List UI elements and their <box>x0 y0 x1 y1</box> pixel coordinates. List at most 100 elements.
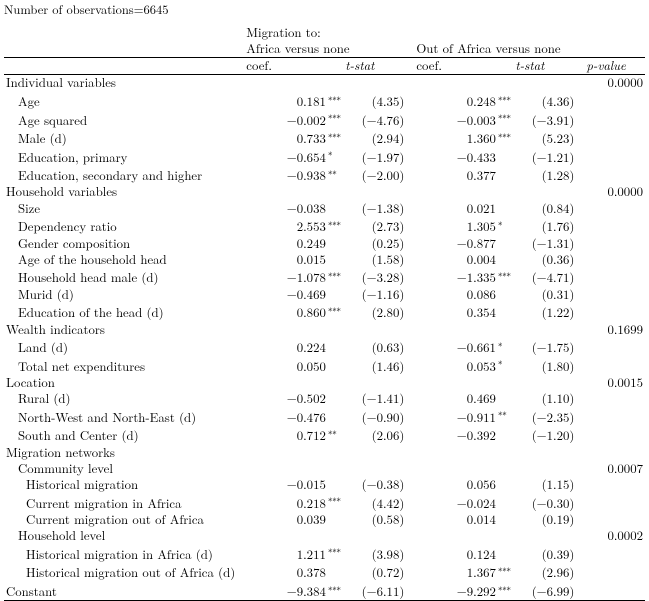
coef-africa: 0.378 <box>244 562 328 581</box>
row-label: Total net expenditures <box>4 356 244 375</box>
table-row: Dependency ratio2.553∗∗∗(2.73)1.305∗(1.7… <box>4 216 645 235</box>
section-label: Household level <box>4 528 244 544</box>
row-label: Age of the household head <box>4 251 244 267</box>
coef-out: 1.305 <box>414 216 498 235</box>
stars-out: ∗ <box>498 216 513 235</box>
tstat-africa: (0.58) <box>343 511 414 527</box>
stars-africa: ∗∗∗ <box>328 216 343 235</box>
section-header: Migration networks <box>4 444 645 460</box>
coef-out: −0.024 <box>414 493 498 512</box>
coef-out: 0.377 <box>414 165 498 184</box>
table-row: Historical migration in Africa (d)1.211∗… <box>4 544 645 563</box>
tstat-africa: (2.94) <box>343 128 414 147</box>
stars-africa: ∗∗∗ <box>328 268 343 287</box>
table-row: Age of the household head0.015(1.58)0.00… <box>4 251 645 267</box>
coef-africa: 2.553 <box>244 216 328 235</box>
tstat-out: (5.23) <box>513 128 584 147</box>
header-pvalue: p-value <box>584 57 645 74</box>
tstat-africa: (1.58) <box>343 251 414 267</box>
table-row: Current migration in Africa0.218∗∗∗(4.42… <box>4 493 645 512</box>
tstat-out: (0.19) <box>513 511 584 527</box>
tstat-out: (1.76) <box>513 216 584 235</box>
row-label: Education, secondary and higher <box>4 165 244 184</box>
coef-out: 1.367 <box>414 562 498 581</box>
stars-africa: ∗∗∗ <box>328 493 343 512</box>
header-tstat-2: t-stat <box>513 57 584 74</box>
pvalue-cell <box>584 251 645 267</box>
tstat-africa: (2.06) <box>343 425 414 444</box>
section-pvalue: 0.0015 <box>584 374 645 390</box>
table-row: Current migration out of Africa0.039 (0.5… <box>4 511 645 527</box>
table-row: Size−0.038(−1.38)0.021(0.84) <box>4 200 645 216</box>
coef-africa: −0.002 <box>244 110 328 129</box>
pvalue-cell <box>584 407 645 426</box>
tstat-africa: (−4.76) <box>343 110 414 129</box>
stars-out <box>498 235 513 251</box>
coef-africa: 0.249 <box>244 235 328 251</box>
pvalue-cell <box>584 200 645 216</box>
stars-out <box>498 391 513 407</box>
row-label: Current migration out of Africa <box>4 511 244 527</box>
tstat-africa: (2.73) <box>343 216 414 235</box>
coef-africa: 0.039 <box>244 511 328 527</box>
coef-out: −9.292 <box>414 581 498 600</box>
stars-empty <box>328 374 343 390</box>
section-pvalue: 0.0000 <box>584 184 645 200</box>
header-tstat-1: t-stat <box>343 57 414 74</box>
pvalue-cell <box>584 493 645 512</box>
row-label: Dependency ratio <box>4 216 244 235</box>
tstat-out: (1.15) <box>513 477 584 493</box>
tstat-out: (2.96) <box>513 562 584 581</box>
coef-africa: −0.654 <box>244 147 328 166</box>
header-coef-2: coef. <box>414 57 513 74</box>
stars-empty <box>498 321 513 337</box>
tstat-out: (1.28) <box>513 165 584 184</box>
section-pvalue <box>584 444 645 460</box>
stars-africa: ∗∗∗ <box>328 128 343 147</box>
coef-africa: 0.218 <box>244 493 328 512</box>
stars-africa <box>328 562 343 581</box>
section-pvalue: 0.0002 <box>584 528 645 544</box>
pvalue-cell <box>584 286 645 302</box>
coef-africa: −0.015 <box>244 477 328 493</box>
row-label: North-West and North-East (d) <box>4 407 244 426</box>
tstat-africa: (0.72) <box>343 562 414 581</box>
row-label: Current migration in Africa <box>4 493 244 512</box>
pvalue-cell <box>584 110 645 129</box>
table-row: Historical migration−0.015(−0.38)0.056(1… <box>4 477 645 493</box>
coef-out: 0.124 <box>414 544 498 563</box>
table-row: Education, primary−0.654∗(−1.97)−0.433(−… <box>4 147 645 166</box>
coef-out: 0.014 <box>414 511 498 527</box>
section-header: Community level0.0007 <box>4 460 645 476</box>
tstat-out: (−4.71) <box>513 268 584 287</box>
coef-africa: 0.181 <box>244 91 328 110</box>
coef-out: −1.335 <box>414 268 498 287</box>
table-row: Gender composition0.249(0.25)−0.877(−1.3… <box>4 235 645 251</box>
row-label: Education, primary <box>4 147 244 166</box>
tstat-africa: (−1.97) <box>343 147 414 166</box>
section-label: Individual variables <box>4 74 244 91</box>
tstat-africa: (−2.00) <box>343 165 414 184</box>
stars-empty <box>328 444 343 460</box>
stars-out: ∗ <box>498 356 513 375</box>
table-row: Land (d)0.224(0.63)−0.661∗(−1.75) <box>4 337 645 356</box>
table-row: Murid (d)−0.469(−1.16)0.086(0.31) <box>4 286 645 302</box>
table-row: Education of the head (d)0.860∗∗∗(2.80)0… <box>4 302 645 321</box>
tstat-out: (−3.91) <box>513 110 584 129</box>
table-row: Total net expenditures0.050(1.46)0.053∗(… <box>4 356 645 375</box>
tstat-out: (−6.99) <box>513 581 584 600</box>
section-label: Location <box>4 374 244 390</box>
section-header: Individual variables0.0000 <box>4 74 645 91</box>
stars-out <box>498 493 513 512</box>
stars-empty <box>328 184 343 200</box>
stars-empty <box>498 74 513 91</box>
stars-africa: ∗∗ <box>328 425 343 444</box>
row-label: Historical migration out of Africa (d) <box>4 562 244 581</box>
tstat-africa: (−3.28) <box>343 268 414 287</box>
section-label: Wealth indicators <box>4 321 244 337</box>
table-row: Historical migration out of Africa (d)0.… <box>4 562 645 581</box>
table-row: South and Center (d)0.712∗∗(2.06)−0.392(… <box>4 425 645 444</box>
coef-africa: 0.050 <box>244 356 328 375</box>
stars-out <box>498 477 513 493</box>
table-row: Age squared−0.002∗∗∗(−4.76)−0.003∗∗∗(−3.… <box>4 110 645 129</box>
